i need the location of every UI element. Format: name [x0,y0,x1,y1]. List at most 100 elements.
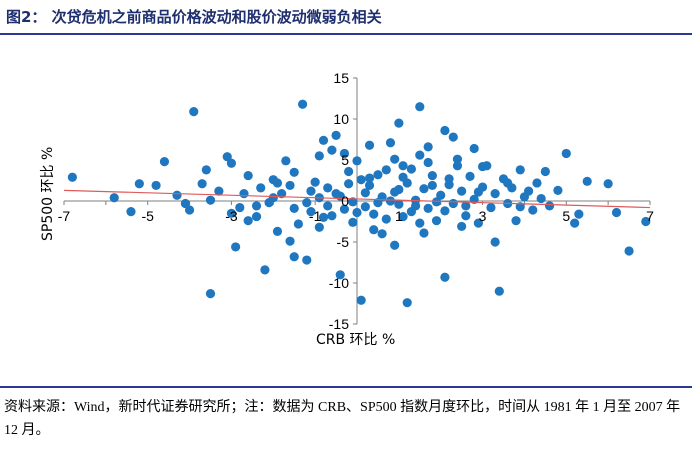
y-tick-label: 0 [341,193,349,209]
data-point [331,130,341,140]
data-point [419,184,429,194]
data-point [411,201,421,211]
data-point [318,212,329,222]
data-point [251,201,262,211]
data-point [473,218,483,228]
data-point [318,135,329,145]
trendline [63,189,651,209]
data-point [373,170,383,180]
data-point [314,222,324,232]
chart-trendline [63,189,651,209]
data-point [285,180,295,191]
data-point [352,207,362,218]
data-point [339,204,350,214]
data-point [624,246,634,256]
title-rule [0,33,692,35]
data-point [289,203,299,213]
data-point [490,237,500,247]
x-tick-label: -3 [225,208,238,224]
data-point [109,193,119,203]
data-point [272,178,283,188]
data-point [67,172,77,182]
data-point [398,161,408,171]
data-point [431,216,442,226]
data-point [570,218,580,228]
data-point [473,187,483,197]
data-point [272,226,283,236]
chart-tick-labels: -7 -5 -3 -1 1 3 5 7 15 10 5 0 -5 -10 -15 [58,70,654,332]
data-point [180,198,190,209]
data-point [360,188,370,198]
data-point [490,189,500,199]
data-point [461,211,471,221]
data-point [423,142,433,152]
data-point [226,158,237,168]
data-point [423,157,433,168]
data-point [281,156,291,166]
x-tick-label: -1 [309,208,322,224]
data-point [344,179,354,189]
data-point [369,225,379,235]
source-rule [0,386,692,388]
data-point [214,186,224,196]
data-point [524,186,534,196]
data-point [339,148,350,159]
data-point [444,174,454,184]
data-point [306,207,316,217]
data-point [415,150,425,160]
data-point [448,198,458,209]
data-point [574,209,584,219]
data-point [381,165,391,175]
data-point [385,138,396,148]
data-point [448,132,458,142]
data-point [582,176,592,186]
data-point [419,228,429,238]
data-point [356,175,366,185]
y-tick-label: 5 [341,152,349,168]
chart-points [67,99,651,308]
data-point [532,178,542,188]
data-point [348,217,358,227]
data-point [184,205,195,215]
data-point [327,211,337,221]
data-point [205,195,216,205]
data-point [197,179,207,189]
data-point [465,171,475,181]
data-point [356,295,366,305]
data-point [373,198,383,208]
data-point [364,173,375,183]
data-point [331,189,341,199]
data-point [289,252,299,262]
data-point [427,170,437,181]
data-point [515,202,525,212]
data-point [390,154,400,164]
data-point [402,298,412,308]
data-point [641,216,651,227]
data-point [360,202,370,212]
data-point [306,186,316,196]
x-tick-label: 5 [562,208,570,224]
data-point [461,201,471,211]
data-point [415,102,425,112]
data-point [126,207,136,217]
data-point [511,216,521,226]
data-point [406,164,417,174]
data-point [222,152,232,162]
source-note: 资料来源：Wind，新时代证券研究所；注：数据为 CRB、SP500 指数月度环… [4,400,681,438]
data-point [348,197,358,207]
data-point [364,180,375,191]
data-point [235,202,245,213]
y-tick-label: -5 [337,234,350,250]
data-point [251,211,262,222]
data-point [314,151,324,161]
data-point [398,211,408,222]
data-point [369,209,379,219]
data-point [335,270,345,280]
data-point [394,199,404,209]
data-point [540,166,550,177]
data-point [486,202,496,213]
data-point [452,154,463,164]
data-point [477,161,488,172]
data-point [394,118,404,128]
scatter-chart: -7 -5 -3 -1 1 3 5 7 15 10 5 0 -5 -10 -15 CRB 环比 % SP50… [40,70,654,348]
